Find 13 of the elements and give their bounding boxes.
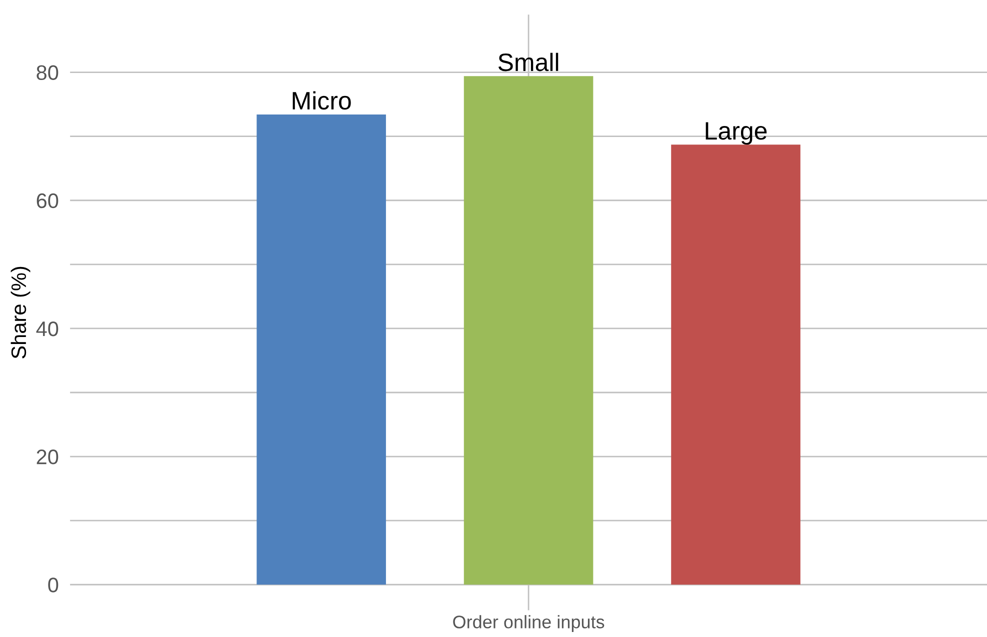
series-label: Micro (292, 91, 351, 110)
bar (464, 76, 594, 585)
y-tick-label: 40 (36, 321, 58, 336)
y-axis-title: Share (%) (10, 266, 30, 358)
series-label: Small (498, 52, 558, 72)
series-label: Large (706, 122, 767, 145)
y-tick-label: 80 (36, 65, 58, 80)
bar (256, 114, 386, 585)
y-tick-label: 0 (48, 578, 58, 592)
bar (671, 144, 800, 585)
x-tick-label: Order online inputs (453, 615, 604, 632)
y-tick-label: 60 (36, 193, 58, 208)
y-tick-label: 20 (36, 450, 58, 464)
